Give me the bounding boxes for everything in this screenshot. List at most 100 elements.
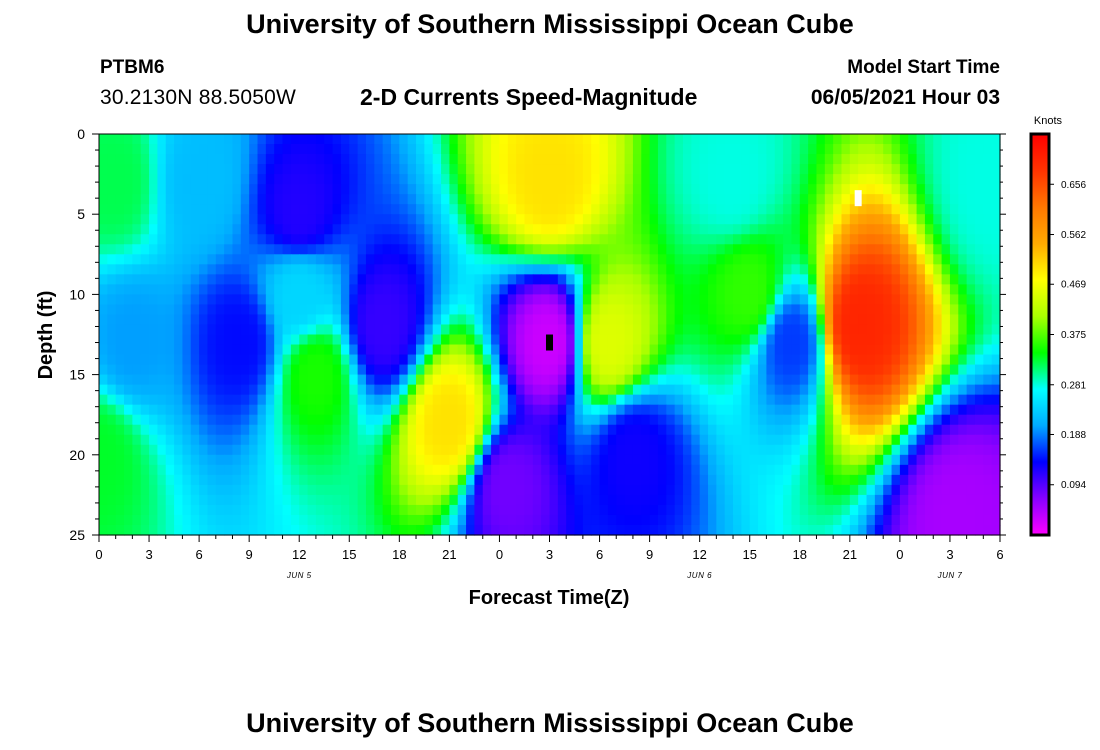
heatmap-cell (691, 244, 701, 255)
min-speed-marker (546, 334, 553, 351)
heatmap-cell (724, 144, 734, 155)
heatmap-cell (307, 404, 317, 416)
heatmap-cell (816, 274, 826, 285)
heatmap-cell (532, 354, 542, 366)
heatmap-cell (541, 274, 551, 285)
heatmap-cell (432, 304, 442, 316)
heatmap-cell (174, 364, 184, 376)
heatmap-cell (157, 424, 167, 436)
heatmap-cell (157, 494, 167, 506)
heatmap-cell (474, 214, 484, 225)
heatmap-cell (741, 234, 751, 245)
heatmap-cell (265, 434, 275, 446)
heatmap-cell (282, 254, 292, 265)
heatmap-cell (983, 154, 993, 165)
heatmap-cell (174, 454, 184, 466)
heatmap-cell (916, 514, 926, 526)
heatmap-cell (374, 254, 384, 265)
heatmap-cell (566, 174, 576, 185)
heatmap-cell (808, 344, 818, 356)
heatmap-cell (541, 364, 551, 376)
heatmap-cell (232, 224, 242, 235)
heatmap-cell (599, 334, 609, 346)
heatmap-cell (657, 384, 667, 396)
heatmap-cell (390, 194, 400, 205)
heatmap-cell (532, 414, 542, 426)
heatmap-cell (357, 154, 367, 165)
heatmap-cell (340, 474, 350, 486)
heatmap-cell (866, 414, 876, 426)
heatmap-cell (724, 304, 734, 316)
heatmap-cell (591, 204, 601, 215)
heatmap-cell (991, 204, 1001, 215)
heatmap-cell (974, 154, 984, 165)
heatmap-cell (307, 304, 317, 316)
heatmap-cell (891, 444, 901, 456)
heatmap-cell (849, 334, 859, 346)
heatmap-cell (924, 224, 934, 235)
heatmap-cell (365, 164, 375, 175)
heatmap-cell (824, 454, 834, 466)
heatmap-cell (766, 364, 776, 376)
heatmap-cell (541, 404, 551, 416)
heatmap-cell (249, 144, 259, 155)
heatmap-cell (357, 484, 367, 496)
heatmap-cell (249, 424, 259, 436)
heatmap-cell (616, 354, 626, 366)
heatmap-cell (774, 504, 784, 516)
heatmap-cell (841, 184, 851, 195)
heatmap-cell (958, 404, 968, 416)
heatmap-cell (549, 144, 559, 155)
heatmap-cell (282, 434, 292, 446)
heatmap-cell (115, 204, 125, 215)
chart-title: 2-D Currents Speed-Magnitude (360, 84, 698, 110)
heatmap-cell (491, 244, 501, 255)
heatmap-cell (591, 394, 601, 406)
heatmap-cell (115, 434, 125, 446)
heatmap-cell (849, 184, 859, 195)
heatmap-cell (983, 264, 993, 275)
heatmap-cell (357, 424, 367, 436)
heatmap-cell (282, 424, 292, 436)
heatmap-cell (215, 294, 225, 306)
heatmap-cell (766, 424, 776, 436)
heatmap-cell (265, 244, 275, 255)
heatmap-cell (140, 284, 150, 296)
heatmap-cell (232, 474, 242, 486)
heatmap-cell (607, 414, 617, 426)
heatmap-cell (749, 354, 759, 366)
heatmap-cell (841, 354, 851, 366)
heatmap-cell (149, 474, 158, 486)
heatmap-cell (499, 174, 509, 185)
heatmap-cell (449, 344, 459, 356)
heatmap-cell (766, 334, 776, 346)
heatmap-cell (140, 324, 150, 336)
heatmap-cell (624, 364, 634, 376)
heatmap-cell (340, 334, 350, 346)
heatmap-cell (257, 364, 267, 376)
heatmap-cell (691, 344, 701, 356)
heatmap-cell (833, 264, 843, 275)
heatmap-cell (407, 284, 417, 296)
heatmap-cell (766, 194, 776, 205)
heatmap-cell (641, 434, 651, 446)
heatmap-cell (649, 384, 659, 396)
heatmap-cell (299, 324, 309, 336)
heatmap-cell (524, 204, 534, 215)
heatmap-cell (582, 334, 592, 346)
heatmap-cell (699, 194, 709, 205)
heatmap-cell (624, 334, 634, 346)
heatmap-cell (407, 274, 417, 285)
heatmap-cell (724, 384, 734, 396)
heatmap-cell (924, 414, 934, 426)
heatmap-cell (99, 384, 108, 396)
heatmap-cell (432, 374, 442, 386)
heatmap-cell (833, 524, 843, 536)
heatmap-cell (624, 464, 634, 476)
heatmap-cell (574, 414, 584, 426)
heatmap-cell (365, 464, 375, 476)
heatmap-cell (816, 414, 826, 426)
heatmap-cell (966, 314, 976, 326)
heatmap-cell (849, 244, 859, 255)
heatmap-cell (933, 254, 943, 265)
